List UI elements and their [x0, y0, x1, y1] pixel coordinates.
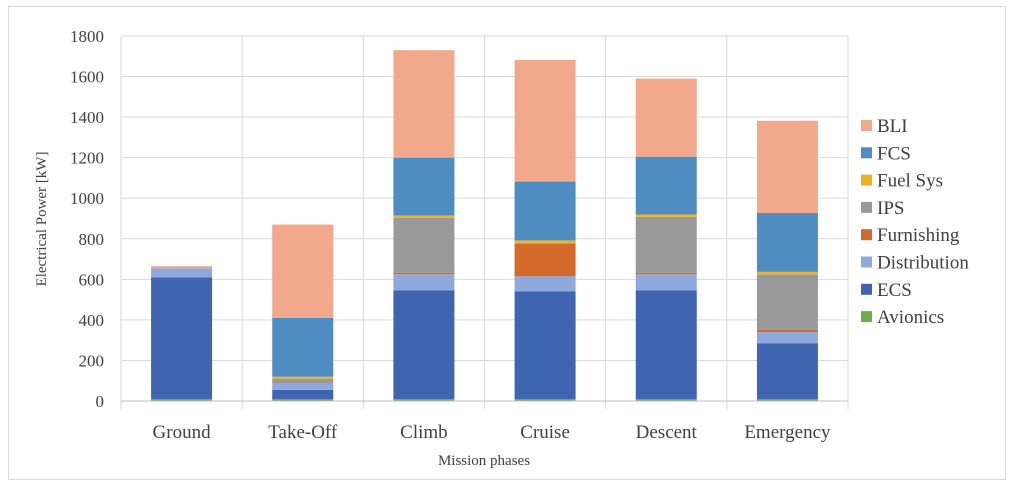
- bar-cruise-distribution: [514, 276, 576, 292]
- bar-descent-avionics: [635, 398, 697, 401]
- bar-take-off-bli: [272, 224, 334, 318]
- bar-climb-bli: [393, 50, 455, 158]
- bar-cruise-ips: [514, 242, 576, 244]
- bar-cruise-fuel-sys: [514, 240, 576, 243]
- x-tick-label: Take-Off: [268, 422, 338, 443]
- bar-cruise-ecs: [514, 291, 576, 399]
- bar-emergency-fuel-sys: [756, 271, 818, 275]
- bars: [151, 50, 818, 401]
- gridlines: [120, 35, 849, 409]
- bar-take-off-fuel-sys: [272, 376, 334, 379]
- y-tick-label: 200: [79, 351, 105, 370]
- legend-label: Distribution: [877, 253, 969, 274]
- bar-cruise-fcs: [514, 181, 576, 241]
- x-tick-label: Descent: [636, 422, 698, 443]
- bar-descent-distribution: [635, 274, 697, 291]
- bar-climb-ips: [393, 217, 455, 273]
- bar-emergency-bli: [756, 120, 818, 214]
- bar-ground-ecs: [151, 277, 213, 399]
- legend-swatch: [861, 120, 872, 131]
- legend: BLI FCS Fuel Sys IPS Furnishing Distribution E…: [861, 116, 969, 328]
- x-tick-label: Cruise: [520, 422, 570, 443]
- legend-swatch: [861, 229, 872, 241]
- legend-label: Avionics: [877, 307, 944, 328]
- bar-climb-distribution: [393, 274, 455, 291]
- legend-swatch: [861, 174, 872, 186]
- legend-label: Furnishing: [877, 225, 960, 246]
- bar-emergency-ips: [756, 274, 818, 331]
- y-tick-label: 1800: [70, 27, 104, 46]
- bar-emergency-ecs: [756, 343, 818, 399]
- legend-label: BLI: [877, 116, 908, 137]
- axes: 0 200 400 600 800 1000 1200 1400 1600 1800 Ground T…: [70, 27, 848, 443]
- x-tick-label: Ground: [153, 422, 212, 443]
- bar-emergency-furnishing: [756, 330, 818, 333]
- legend-label: ECS: [877, 280, 912, 301]
- bar-climb-furnishing: [393, 272, 455, 275]
- bar-cruise-avionics: [514, 398, 576, 401]
- y-axis-title: Electrical Power [kW]: [34, 152, 50, 287]
- legend-swatch: [861, 147, 872, 159]
- bar-cruise-bli: [514, 59, 576, 182]
- bar-descent-fuel-sys: [635, 214, 697, 217]
- y-tick-label: 0: [96, 392, 105, 411]
- legend-swatch: [861, 311, 872, 323]
- bar-cruise-furnishing: [514, 243, 576, 277]
- legend-swatch: [861, 256, 872, 268]
- x-tick-label: Emergency: [744, 422, 831, 443]
- bar-climb-ecs: [393, 290, 455, 399]
- bar-ground-bli: [151, 266, 213, 269]
- bar-descent-fcs: [635, 156, 697, 215]
- y-tick-label: 1200: [70, 149, 104, 168]
- y-tick-label: 400: [79, 311, 105, 330]
- x-tick-label: Climb: [400, 422, 448, 443]
- bar-climb-avionics: [393, 398, 455, 401]
- legend-label: IPS: [877, 198, 904, 219]
- bar-take-off-fcs: [272, 317, 334, 377]
- bar-ground-distribution: [151, 268, 213, 278]
- bar-take-off-ips: [272, 378, 334, 384]
- legend-swatch: [861, 201, 872, 213]
- bar-take-off-ecs: [272, 389, 334, 399]
- bar-climb-fcs: [393, 157, 455, 216]
- bar-descent-ips: [635, 216, 697, 273]
- y-tick-label: 600: [79, 270, 105, 289]
- legend-swatch: [861, 283, 872, 295]
- legend-label: Fuel Sys: [877, 171, 943, 192]
- bar-emergency-distribution: [756, 332, 818, 344]
- bar-emergency-fcs: [756, 213, 818, 272]
- bar-descent-bli: [635, 78, 697, 157]
- y-tick-label: 1000: [70, 189, 104, 208]
- legend-label: FCS: [877, 143, 911, 164]
- bar-climb-fuel-sys: [393, 215, 455, 218]
- bar-descent-furnishing: [635, 272, 697, 275]
- bar-ground-avionics: [151, 398, 213, 401]
- y-tick-label: 1400: [70, 108, 104, 127]
- bar-take-off-avionics: [272, 398, 334, 401]
- x-axis-title: Mission phases: [438, 453, 530, 469]
- bar-take-off-distribution: [272, 383, 334, 390]
- y-tick-label: 1600: [70, 68, 104, 87]
- bar-descent-ecs: [635, 290, 697, 399]
- y-tick-label: 800: [79, 230, 105, 249]
- bar-emergency-avionics: [756, 398, 818, 401]
